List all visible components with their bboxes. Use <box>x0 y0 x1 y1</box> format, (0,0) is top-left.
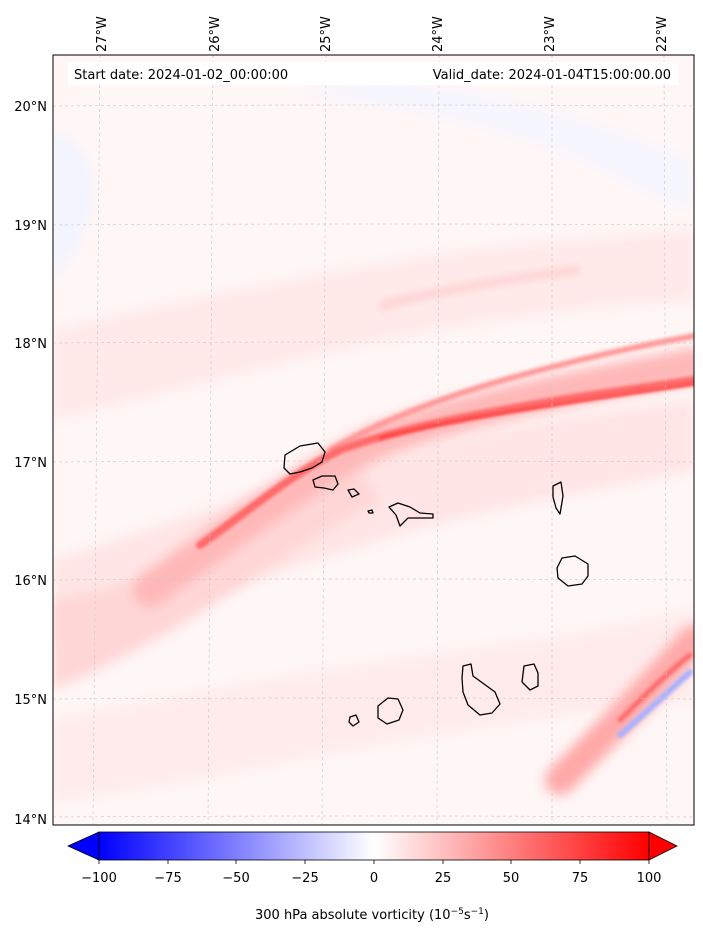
pink-band-southwest <box>53 470 380 690</box>
cbar-tick-label: 100 <box>637 871 662 886</box>
cbar-tick-label: −100 <box>81 871 117 886</box>
map-frame <box>52 54 695 826</box>
date-header-background <box>68 62 678 85</box>
latitude-labels: 20°N 19°N 18°N 17°N 16°N 15°N 14°N <box>14 100 47 828</box>
lat-label-20n: 20°N <box>14 100 47 115</box>
colorbar-tick-labels: −100 −75 −50 −25 0 25 50 75 100 <box>81 871 661 886</box>
lon-label-24w: 24°W <box>431 16 446 52</box>
start-date-label: Start date: 2024-01-02_00:00:00 <box>74 68 288 83</box>
lon-label-27w: 27°W <box>95 16 110 52</box>
cbar-tick-label: −25 <box>291 871 318 886</box>
island-sao-vicente <box>312 475 339 491</box>
colorbar-extend-min <box>67 831 100 861</box>
lat-label-16n: 16°N <box>14 574 47 589</box>
colorbar-label-mid: s <box>464 908 471 923</box>
lon-label-25w: 25°W <box>319 16 334 52</box>
colorbar-label-exp1: −5 <box>451 907 464 917</box>
colorbar: −100 −75 −50 −25 0 25 50 75 100 300 hPa … <box>67 831 678 923</box>
colorbar-label-end: ) <box>484 908 489 923</box>
vorticity-field <box>53 55 694 825</box>
cbar-tick-label: −75 <box>154 871 181 886</box>
lat-label-19n: 19°N <box>14 219 47 234</box>
island-fogo <box>377 697 404 725</box>
lat-label-18n: 18°N <box>14 337 47 352</box>
lat-label-15n: 15°N <box>14 693 47 708</box>
valid-date-label: Valid_date: 2024-01-04T15:00:00.00 <box>433 68 671 83</box>
colorbar-gradient <box>98 831 650 861</box>
lat-label-14n: 14°N <box>14 813 47 828</box>
island-sal <box>552 481 564 515</box>
negative-vorticity-patch-west <box>53 130 93 280</box>
island-santo-antao <box>283 442 326 475</box>
island-boa-vista <box>556 555 589 587</box>
lon-label-23w: 23°W <box>543 16 558 52</box>
cbar-tick-label: −50 <box>222 871 249 886</box>
island-maio <box>521 663 539 691</box>
vorticity-filament-core <box>196 376 694 549</box>
pink-streak-upper <box>380 265 580 312</box>
colorbar-label: 300 hPa absolute vorticity (10−5s−1) <box>255 907 489 923</box>
island-santiago <box>461 663 501 716</box>
cbar-tick-label: 75 <box>572 871 589 886</box>
island-santa-luzia <box>347 488 360 498</box>
colorbar-ticks <box>98 860 650 864</box>
cbar-tick-label: 25 <box>435 871 452 886</box>
colorbar-extend-max <box>648 831 678 861</box>
cbar-tick-label: 50 <box>503 871 520 886</box>
island-sao-nicolau <box>388 502 434 527</box>
pink-band-south <box>53 610 694 800</box>
lon-label-26w: 26°W <box>208 16 223 52</box>
colorbar-label-exp2: −1 <box>471 907 484 917</box>
longitude-labels: 27°W 26°W 25°W 24°W 23°W 22°W <box>95 16 670 52</box>
island-branco <box>367 509 374 514</box>
gridlines <box>53 55 694 825</box>
southeast-filament-blue <box>617 669 693 738</box>
island-brava <box>348 714 360 727</box>
coastlines <box>283 442 589 727</box>
lon-label-22w: 22°W <box>655 16 670 52</box>
colorbar-label-main: 300 hPa absolute vorticity (10 <box>255 908 451 923</box>
negative-vorticity-patch-north <box>300 83 690 210</box>
vorticity-filament-center <box>378 382 694 440</box>
cbar-tick-label: 0 <box>370 871 378 886</box>
southeast-filament-red-core <box>617 652 693 723</box>
lat-label-17n: 17°N <box>14 456 47 471</box>
vorticity-filament-upper <box>327 333 694 453</box>
